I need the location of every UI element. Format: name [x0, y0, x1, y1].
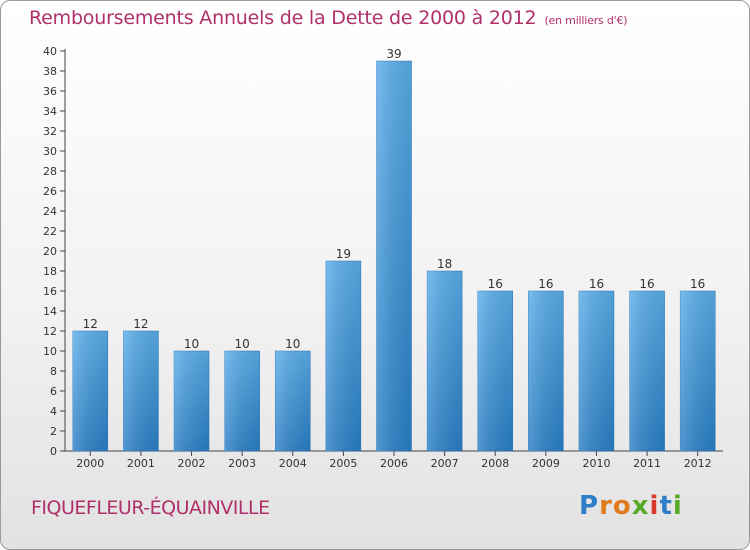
chart-title: Remboursements Annuels de la Dette de 20… [29, 7, 628, 29]
x-tick-label: 2008 [481, 457, 509, 470]
data-label: 18 [437, 257, 452, 271]
y-tick-label: 6 [50, 385, 57, 398]
y-tick-label: 22 [43, 225, 57, 238]
bar-shade [174, 351, 210, 451]
x-tick-label: 2011 [633, 457, 661, 470]
data-label: 16 [589, 277, 604, 291]
x-tick-label: 2009 [532, 457, 560, 470]
bar-shade [680, 291, 716, 451]
logo-letter: x [631, 491, 650, 521]
y-tick-label: 40 [43, 45, 57, 58]
y-tick-label: 10 [43, 345, 57, 358]
data-labels: 12 12 10 10 10 19 39 18 16 16 16 16 16 [83, 47, 706, 351]
data-label: 10 [184, 337, 199, 351]
y-tick-label: 26 [43, 185, 57, 198]
y-tick-label: 8 [50, 365, 57, 378]
y-tick-label: 36 [43, 85, 57, 98]
logo-letter: o [612, 491, 632, 521]
x-tick-label: 2006 [380, 457, 408, 470]
data-label: 39 [386, 47, 401, 61]
logo-letter: P [579, 491, 600, 521]
bar-shade [376, 61, 412, 451]
x-tick-label: 2012 [684, 457, 712, 470]
x-tick-label: 2005 [329, 457, 357, 470]
y-tick-label: 28 [43, 165, 57, 178]
y-tick-label: 12 [43, 325, 57, 338]
data-label: 16 [690, 277, 705, 291]
y-tick-label: 4 [50, 405, 57, 418]
x-tick-label: 2004 [279, 457, 307, 470]
bar-shade [528, 291, 564, 451]
bar-shade [427, 271, 463, 451]
bar-shade [224, 351, 260, 451]
data-label: 19 [336, 247, 351, 261]
y-tick-label: 24 [43, 205, 57, 218]
logo-letter: i [649, 491, 660, 521]
y-tick-label: 38 [43, 65, 57, 78]
data-label: 16 [488, 277, 503, 291]
bar-shade [578, 291, 614, 451]
y-tick-label: 30 [43, 145, 57, 158]
commune-name: FIQUEFLEUR-ÉQUAINVILLE [31, 497, 270, 519]
x-tick-label: 2000 [76, 457, 104, 470]
y-tick-label: 34 [43, 105, 57, 118]
data-label: 12 [133, 317, 148, 331]
x-tick-label: 2003 [228, 457, 256, 470]
data-label: 10 [235, 337, 250, 351]
x-axis: 2000 2001 2002 2003 2004 2005 2006 2007 2008 2009… [65, 450, 723, 470]
proxiti-logo: Proxiti [579, 491, 683, 521]
data-label: 16 [538, 277, 553, 291]
bars [72, 60, 716, 452]
unit-note: (en milliers d'€) [544, 14, 628, 27]
y-tick-label: 2 [50, 425, 57, 438]
x-tick-label: 2007 [431, 457, 459, 470]
y-tick-label: 32 [43, 125, 57, 138]
bar-shade [477, 291, 513, 451]
title-text: Remboursements Annuels de la Dette de 20… [29, 7, 537, 29]
y-tick-label: 0 [50, 445, 57, 458]
bar-shade [275, 351, 311, 451]
logo-letter: t [659, 491, 673, 521]
data-label: 10 [285, 337, 300, 351]
logo-letter: i [672, 491, 683, 521]
logo-letter: r [599, 491, 613, 521]
bar-shade [123, 331, 159, 451]
data-label: 16 [639, 277, 654, 291]
x-tick-label: 2010 [582, 457, 610, 470]
data-label: 12 [83, 317, 98, 331]
bar-shade [72, 331, 108, 451]
bar-shade [629, 291, 665, 451]
y-tick-label: 14 [43, 305, 57, 318]
bar-shade [325, 261, 361, 451]
x-tick-label: 2001 [127, 457, 155, 470]
y-tick-label: 16 [43, 285, 57, 298]
x-tick-label: 2002 [178, 457, 206, 470]
y-tick-label: 18 [43, 265, 57, 278]
y-tick-label: 20 [43, 245, 57, 258]
